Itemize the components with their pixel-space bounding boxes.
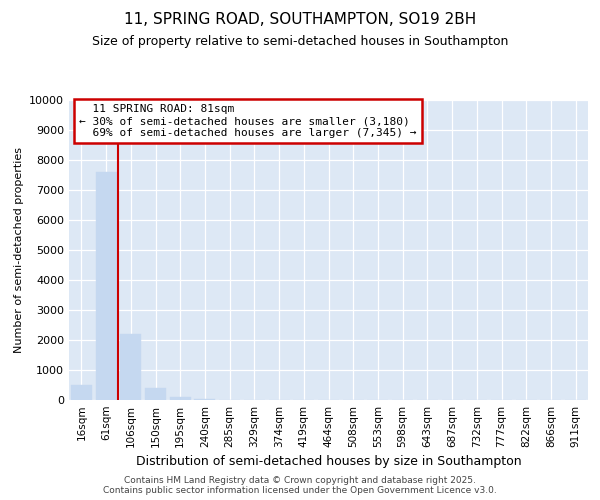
Bar	[120, 334, 141, 400]
Y-axis label: Number of semi-detached properties: Number of semi-detached properties	[14, 147, 23, 353]
Text: Size of property relative to semi-detached houses in Southampton: Size of property relative to semi-detach…	[92, 35, 508, 48]
Text: 11, SPRING ROAD, SOUTHAMPTON, SO19 2BH: 11, SPRING ROAD, SOUTHAMPTON, SO19 2BH	[124, 12, 476, 28]
X-axis label: Distribution of semi-detached houses by size in Southampton: Distribution of semi-detached houses by …	[136, 456, 521, 468]
Bar	[95, 172, 116, 400]
Bar	[145, 388, 166, 400]
Bar	[71, 385, 92, 400]
Bar	[170, 397, 191, 400]
Text: 11 SPRING ROAD: 81sqm
← 30% of semi-detached houses are smaller (3,180)
  69% of: 11 SPRING ROAD: 81sqm ← 30% of semi-deta…	[79, 104, 417, 138]
Text: Contains HM Land Registry data © Crown copyright and database right 2025.
Contai: Contains HM Land Registry data © Crown c…	[103, 476, 497, 495]
Bar	[194, 399, 215, 400]
